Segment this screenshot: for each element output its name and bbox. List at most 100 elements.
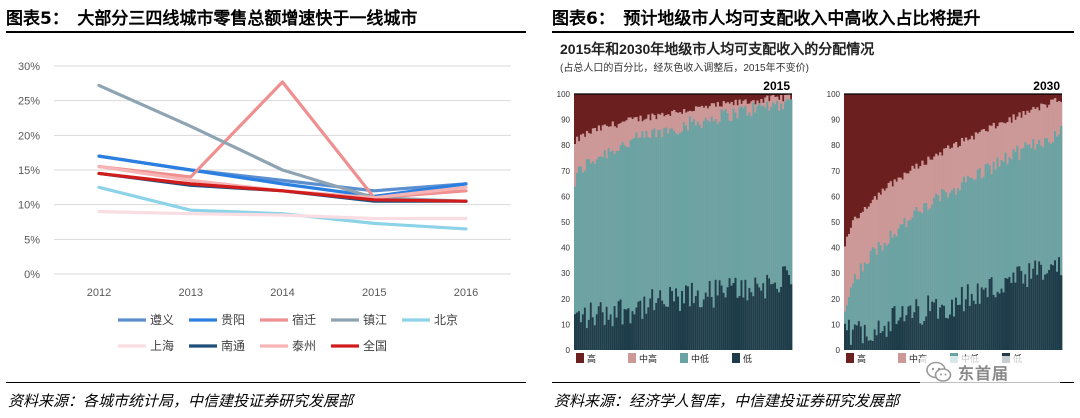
bar-lower-middle xyxy=(621,142,624,350)
bar-lower-middle xyxy=(1036,144,1039,350)
bar-low xyxy=(738,296,741,350)
bar-lower-middle xyxy=(986,163,989,350)
bar-lower-middle xyxy=(1024,142,1027,350)
y-tick-label: 0 xyxy=(566,346,571,355)
bar-low xyxy=(951,299,954,350)
wechat-icon xyxy=(926,361,952,382)
y-tick-label: 100 xyxy=(557,90,571,99)
bar-lower-middle xyxy=(1006,164,1009,350)
bar-low xyxy=(1022,283,1025,350)
bar-lower-middle xyxy=(867,263,871,350)
legend-swatch xyxy=(680,353,688,363)
y-tick-label: 30 xyxy=(831,269,840,278)
bar-lower-middle xyxy=(583,170,587,350)
series-line xyxy=(97,154,468,198)
bar-lower-middle xyxy=(671,128,674,350)
bar-low xyxy=(877,320,880,350)
bar-low xyxy=(1030,278,1033,350)
bar-lower-middle xyxy=(651,130,654,350)
y-tick-label: 5% xyxy=(24,234,40,246)
bar-low xyxy=(865,336,869,350)
y-tick-label: 10 xyxy=(831,320,840,329)
y-tick-label: 50 xyxy=(831,218,840,227)
bar-lower-middle xyxy=(901,224,904,350)
bar-lower-middle xyxy=(653,128,656,350)
bar-low xyxy=(754,277,757,350)
bar-low xyxy=(974,304,978,350)
bar-lower-middle xyxy=(923,203,926,350)
watermark: 东首届 xyxy=(920,356,1060,388)
bar-low xyxy=(992,294,995,350)
bar-lower-middle xyxy=(643,137,646,350)
bar-low xyxy=(998,293,1001,350)
bar-lower-middle xyxy=(1002,161,1005,350)
bar-lower-middle xyxy=(669,128,672,350)
bar-lower-middle xyxy=(681,131,684,350)
bar-lower-middle xyxy=(1060,125,1063,350)
bar-lower-middle xyxy=(1000,160,1003,350)
bar-low xyxy=(603,324,607,350)
bar-low xyxy=(1000,288,1003,350)
bar-low xyxy=(764,298,767,350)
bar-lower-middle xyxy=(673,130,676,350)
legend-label: 遵义 xyxy=(150,312,174,327)
bar-lower-middle xyxy=(684,125,688,350)
bar-low xyxy=(976,283,980,350)
bar-low xyxy=(675,288,678,350)
bar-lower-middle xyxy=(1046,138,1049,350)
x-tick-label: 2012 xyxy=(87,287,111,299)
bar-lower-middle xyxy=(694,125,698,351)
bar-lower-middle xyxy=(982,176,986,350)
legend-label: 泰州 xyxy=(292,339,316,353)
bar-lower-middle xyxy=(736,118,739,350)
bar-low xyxy=(653,310,656,350)
bar-low xyxy=(681,290,684,350)
dist-panel: 01020304050607080901002030高中高中低低 xyxy=(827,79,1063,364)
bar-lower-middle xyxy=(889,230,892,350)
bar-lower-middle xyxy=(599,156,603,350)
bar-lower-middle xyxy=(579,166,583,350)
bar-lower-middle xyxy=(637,138,640,350)
bar-low xyxy=(929,311,932,350)
bar-lower-middle xyxy=(1008,157,1011,350)
bar-low xyxy=(869,340,873,350)
legend-label: 中低 xyxy=(691,353,709,364)
bar-lower-middle xyxy=(905,227,908,350)
bar-lower-middle xyxy=(641,131,644,350)
bar-lower-middle xyxy=(659,129,662,350)
legend-label: 宿迁 xyxy=(292,312,316,327)
bar-lower-middle xyxy=(593,163,597,350)
bar-low xyxy=(1024,274,1027,350)
bar-low xyxy=(847,319,851,350)
bar-lower-middle xyxy=(978,168,982,350)
y-tick-label: 70 xyxy=(831,167,840,176)
bar-lower-middle xyxy=(954,194,958,350)
series-line xyxy=(97,210,468,221)
bar-lower-middle xyxy=(752,102,755,350)
bar-low xyxy=(939,307,942,350)
bar-lower-middle xyxy=(732,108,735,350)
bar-lower-middle xyxy=(776,101,779,350)
right-title-rule xyxy=(552,31,1074,33)
bar-low xyxy=(631,311,634,350)
bar-low xyxy=(982,289,986,350)
bar-lower-middle xyxy=(577,166,581,350)
bar-low xyxy=(772,283,775,350)
bar-lower-middle xyxy=(635,132,638,350)
bar-low xyxy=(994,297,997,350)
bar-low xyxy=(742,297,745,350)
bar-low xyxy=(958,304,962,350)
series-line xyxy=(97,171,468,203)
bar-lower-middle xyxy=(639,137,642,350)
bar-low xyxy=(585,328,589,350)
bar-lower-middle xyxy=(613,154,616,350)
panel-year-label: 2030 xyxy=(1033,79,1060,93)
bar-low xyxy=(609,314,612,350)
bar-lower-middle xyxy=(949,192,952,350)
bar-lower-middle xyxy=(925,203,928,350)
bar-lower-middle xyxy=(574,186,577,350)
bar-lower-middle xyxy=(619,145,622,350)
distribution-chart: 2015年和2030年地级市人均可支配收入的分配情况 (占总人口的百分比，经灰色… xyxy=(557,41,1063,364)
bar-lower-middle xyxy=(688,116,692,351)
bar-low xyxy=(752,296,755,350)
